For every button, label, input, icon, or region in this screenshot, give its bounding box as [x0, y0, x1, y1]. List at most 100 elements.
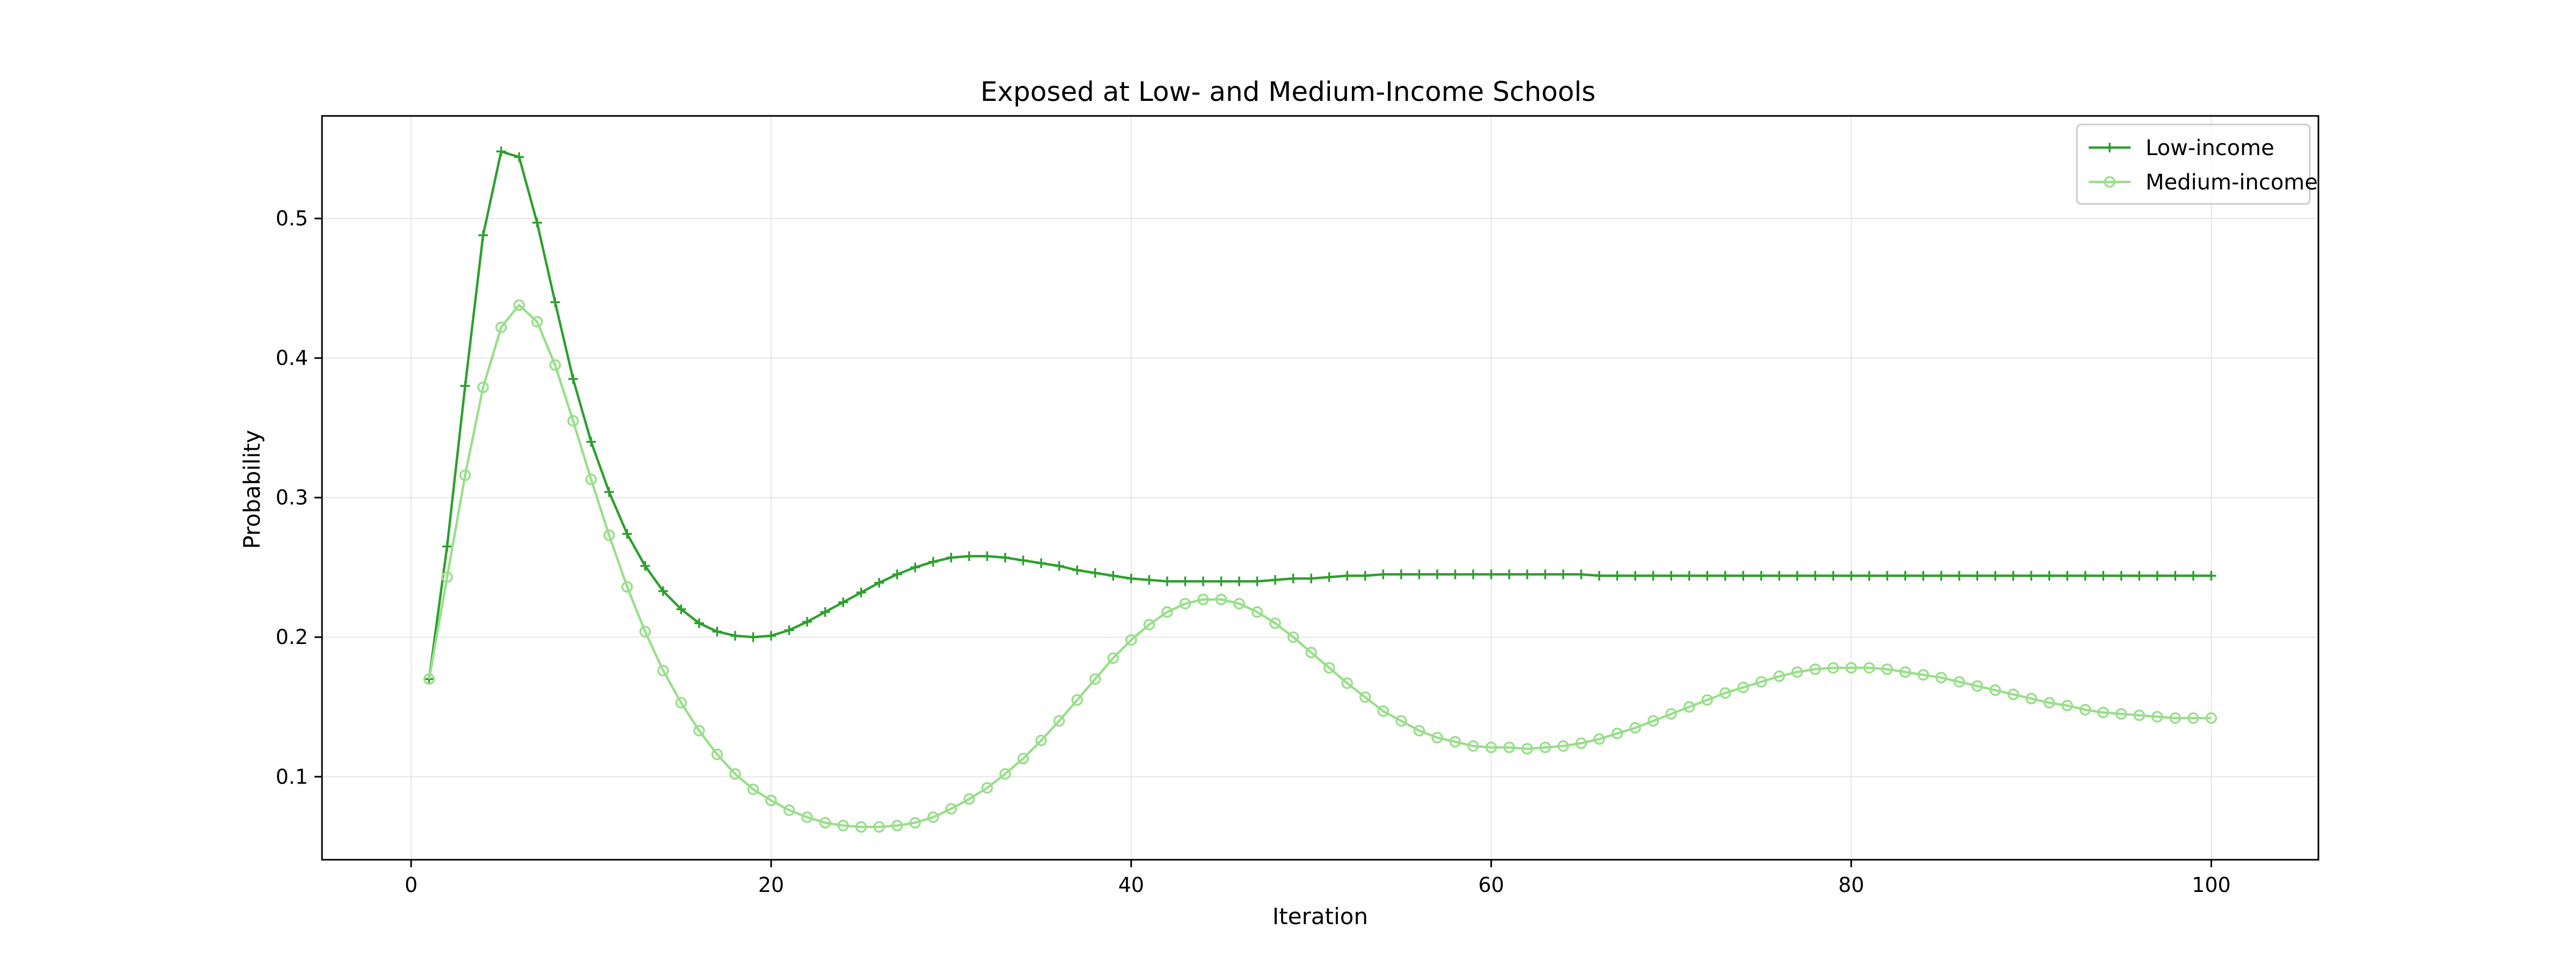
- data-point: [1881, 663, 1893, 675]
- data-point: [459, 469, 471, 481]
- data-point: [1342, 570, 1352, 581]
- data-point: [2044, 570, 2054, 581]
- data-point: [946, 553, 956, 563]
- x-tick-label: 80: [1838, 873, 1864, 897]
- data-point: [586, 437, 596, 447]
- data-point: [1647, 715, 1659, 727]
- legend-item: Medium-income: [2089, 170, 2318, 195]
- data-point: [1450, 569, 1460, 580]
- data-point: [1863, 662, 1875, 674]
- y-axis: 0.1 0.2 0.3 0.4 0.5: [276, 207, 322, 788]
- data-point: [1125, 634, 1137, 646]
- data-point: [1018, 555, 1028, 566]
- data-point: [856, 588, 866, 598]
- data-point: [1629, 722, 1641, 734]
- data-point: [2188, 570, 2198, 581]
- data-point: [1972, 570, 1982, 581]
- data-point: [423, 673, 435, 685]
- data-point: [549, 359, 561, 371]
- data-point: [1198, 576, 1208, 587]
- data-point: [1090, 568, 1100, 578]
- data-point: [1305, 647, 1317, 658]
- data-point: [838, 597, 848, 608]
- data-point: [1414, 569, 1424, 580]
- y-tick-label: 0.3: [276, 486, 308, 509]
- data-point: [640, 561, 650, 571]
- data-point: [693, 724, 705, 737]
- data-point: [1593, 733, 1605, 745]
- data-point: [1755, 676, 1767, 688]
- data-point: [784, 625, 794, 635]
- data-point: [1395, 715, 1407, 727]
- data-point: [1071, 694, 1083, 706]
- data-point: [1432, 569, 1443, 580]
- data-point: [783, 804, 795, 816]
- data-point: [1287, 631, 1299, 643]
- data-point: [1108, 570, 1118, 581]
- data-point: [2025, 692, 2037, 705]
- data-point: [1575, 737, 1587, 749]
- data-point: [1719, 687, 1731, 699]
- data-point: [2061, 699, 2073, 712]
- data-point: [927, 811, 939, 823]
- data-point: [1684, 570, 1694, 581]
- data-point: [1558, 569, 1568, 580]
- data-point: [2043, 697, 2055, 709]
- data-point: [2026, 570, 2036, 581]
- data-point: [1971, 680, 1984, 692]
- data-point: [1756, 570, 1766, 581]
- x-tick-label: 60: [1478, 873, 1504, 897]
- chart-title: Exposed at Low- and Medium-Income School…: [980, 76, 1596, 107]
- y-tick-label: 0.4: [276, 346, 308, 370]
- data-point: [1468, 569, 1479, 580]
- legend: Low-income Medium-income: [2076, 123, 2318, 205]
- data-point: [1882, 570, 1892, 581]
- data-point: [1792, 570, 1802, 581]
- data-point: [1720, 570, 1730, 581]
- data-point: [928, 557, 938, 567]
- data-point: [2133, 709, 2145, 721]
- data-point: [657, 664, 669, 677]
- data-point: [513, 299, 525, 311]
- data-point: [2062, 570, 2073, 581]
- legend-label: Low-income: [2146, 136, 2274, 160]
- data-point: [1864, 570, 1875, 581]
- y-axis-label: Probability: [239, 430, 265, 549]
- data-point: [2169, 712, 2182, 724]
- data-point: [729, 768, 741, 780]
- data-point: [514, 152, 524, 162]
- data-point: [1396, 569, 1406, 580]
- data-point: [1000, 553, 1010, 563]
- data-point: [2170, 570, 2180, 581]
- x-axis: 0 20 40 60 80 100: [405, 860, 2231, 897]
- x-axis-label: Iteration: [1272, 903, 1368, 930]
- data-point: [477, 382, 489, 393]
- data-point: [802, 617, 812, 627]
- series-medium-income: [423, 299, 2218, 833]
- data-point: [1359, 691, 1371, 703]
- data-point: [1845, 662, 1857, 674]
- data-point: [1630, 570, 1641, 581]
- data-point: [1053, 715, 1065, 727]
- data-point: [496, 147, 506, 157]
- data-point: [1935, 671, 1948, 684]
- data-point: [1810, 570, 1820, 581]
- data-point: [1324, 572, 1334, 582]
- data-point: [874, 577, 884, 588]
- data-point: [1215, 594, 1227, 605]
- data-point: [550, 297, 560, 308]
- data-point: [1270, 575, 1280, 585]
- data-point: [1089, 673, 1101, 685]
- data-point: [1990, 570, 2000, 581]
- data-point: [1107, 652, 1119, 664]
- data-point: [1234, 576, 1245, 587]
- x-tick-label: 20: [758, 873, 784, 897]
- data-point: [1665, 708, 1677, 720]
- data-point: [891, 819, 903, 832]
- data-point: [1809, 663, 1821, 675]
- data-point: [603, 529, 615, 541]
- x-tick-label: 100: [2192, 873, 2231, 897]
- data-point: [1827, 662, 1839, 674]
- data-point: [2098, 570, 2109, 581]
- data-point: [676, 604, 686, 614]
